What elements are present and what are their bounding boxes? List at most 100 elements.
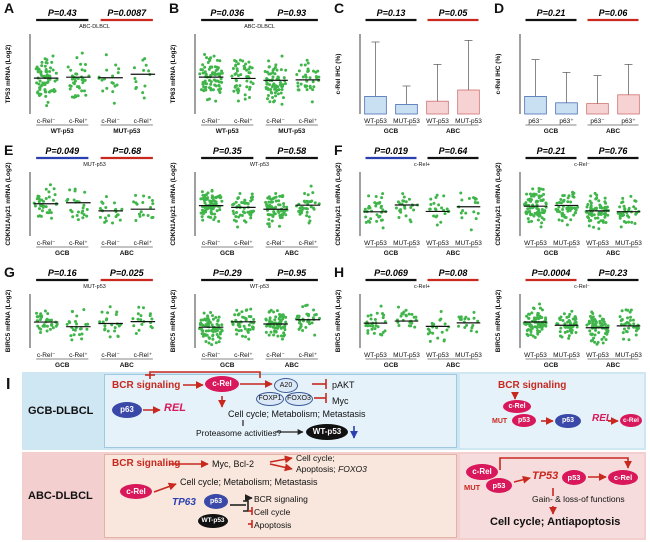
data-point: [245, 79, 249, 83]
data-point: [379, 205, 383, 209]
data-point: [50, 60, 54, 64]
data-point: [80, 332, 84, 336]
data-point: [273, 72, 277, 76]
data-point: [72, 198, 76, 202]
data-point: [267, 195, 271, 199]
data-point: [249, 216, 253, 220]
data-point: [43, 90, 47, 94]
data-point: [459, 315, 463, 319]
data-point: [604, 207, 608, 211]
scatter-plot: BIRC5 mRNA (Log2) P=0.0004 P=0.23 c-Rel⁻ WT-…: [495, 268, 642, 369]
data-point: [40, 64, 44, 68]
data-point: [431, 331, 435, 335]
data-point: [205, 56, 209, 60]
panel-c: C c-Rel IHC (%) P=0.13 P=0.05 WT-p53 MUT-p53…: [330, 0, 490, 140]
data-point: [628, 318, 632, 322]
data-point: [45, 74, 49, 78]
data-point: [530, 219, 534, 223]
data-point: [234, 72, 238, 76]
plot-subtitle: c-Rel+: [414, 284, 430, 290]
data-point: [37, 200, 41, 204]
p-value-left: P=0.069: [374, 268, 408, 278]
myc-bcl2-label: Myc, Bcl-2: [212, 459, 255, 469]
data-point: [201, 334, 205, 338]
panel-d: D c-Rel IHC (%) P=0.21 P=0.06 p63⁻ p63⁺ p63⁻ p…: [490, 0, 650, 140]
x-tick-label: c-Rel⁺: [134, 118, 153, 125]
gcb-bcr-signaling: BCR signaling: [112, 380, 181, 391]
data-point: [264, 330, 268, 334]
data-point: [243, 93, 247, 97]
data-point: [48, 327, 52, 331]
scatter-plot: CDKN1A/p21 mRNA (Log2) P=0.019 P=0.64 c-Rel…: [335, 146, 482, 257]
data-point: [379, 304, 383, 308]
data-point: [301, 75, 305, 79]
data-point: [312, 207, 316, 211]
data-point: [207, 215, 211, 219]
data-point: [241, 315, 245, 319]
data-point: [381, 226, 385, 230]
data-point: [604, 201, 608, 205]
data-point: [268, 318, 272, 322]
data-point: [200, 327, 204, 331]
plot-subtitle: c-Rel+: [414, 162, 430, 168]
data-point: [266, 94, 270, 98]
data-point: [626, 316, 630, 320]
data-point: [35, 315, 39, 319]
data-point: [540, 308, 544, 312]
data-point: [534, 200, 538, 204]
data-point: [375, 213, 379, 217]
data-point: [569, 218, 573, 222]
data-point: [442, 339, 446, 343]
data-point: [621, 200, 625, 204]
p-value-right: P=0.05: [439, 8, 469, 18]
data-point: [298, 206, 302, 210]
data-point: [281, 83, 285, 87]
data-point: [275, 68, 279, 72]
data-point: [267, 59, 271, 63]
data-point: [622, 204, 626, 208]
data-point: [44, 205, 48, 209]
data-point: [104, 53, 108, 57]
data-point: [238, 84, 242, 88]
data-point: [601, 341, 605, 345]
data-point: [412, 208, 416, 212]
data-point: [40, 73, 44, 77]
data-point: [243, 198, 247, 202]
p-value-right: P=0.06: [599, 8, 629, 18]
data-point: [203, 65, 207, 69]
p-value-left: P=0.13: [377, 8, 406, 18]
data-point: [248, 95, 252, 99]
data-point: [217, 219, 221, 223]
data-point: [530, 311, 534, 315]
data-point: [571, 194, 575, 198]
p-value-right: P=0.95: [277, 268, 307, 278]
data-point: [524, 210, 528, 214]
data-point: [230, 74, 234, 78]
data-point: [45, 104, 49, 108]
data-point: [279, 209, 283, 213]
data-point: [434, 196, 438, 200]
data-point: [296, 81, 300, 85]
data-point: [535, 316, 539, 320]
data-point: [205, 333, 209, 337]
data-point: [114, 313, 118, 317]
data-point: [535, 328, 539, 332]
data-point: [247, 314, 251, 318]
data-point: [104, 206, 108, 210]
p-value-left: P=0.43: [48, 8, 77, 18]
data-point: [215, 209, 219, 213]
panel-label: A: [4, 0, 15, 16]
data-point: [247, 67, 251, 71]
x-tick-label: p63⁺: [559, 118, 574, 125]
p-value-left: P=0.35: [213, 146, 243, 156]
data-point: [404, 308, 408, 312]
group-label: ABC: [606, 250, 620, 257]
data-point: [144, 63, 148, 67]
group-label: ABC: [120, 362, 134, 369]
x-tick-label: WT-p53: [524, 352, 547, 359]
data-point: [75, 56, 79, 60]
data-point: [46, 312, 50, 316]
data-point: [44, 94, 48, 98]
data-point: [220, 199, 224, 203]
